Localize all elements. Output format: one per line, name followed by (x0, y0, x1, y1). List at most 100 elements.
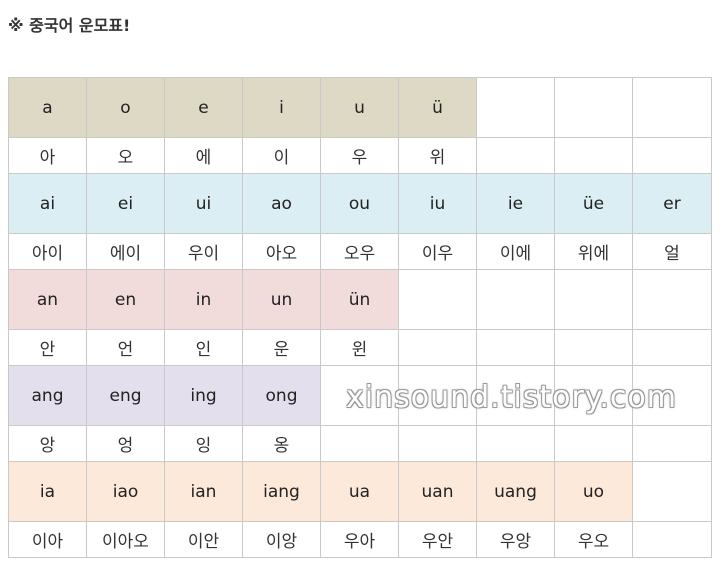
pinyin-cell: ian (164, 461, 243, 522)
hangul-cell (632, 329, 712, 366)
hangul-cell: 우안 (398, 521, 477, 558)
pinyin-cell (554, 269, 633, 330)
hangul-cell: 오우 (320, 233, 399, 270)
hangul-cell: 이에 (476, 233, 555, 270)
pinyin-cell (320, 365, 399, 426)
pinyin-cell (476, 77, 555, 138)
pinyin-cell (476, 269, 555, 330)
hangul-cell: 위에 (554, 233, 633, 270)
hangul-cell (476, 137, 555, 174)
hangul-cell: 안 (8, 329, 87, 366)
pinyin-cell: ü (398, 77, 477, 138)
hangul-cell: 오 (86, 137, 165, 174)
pinyin-cell: ang (8, 365, 87, 426)
hangul-cell (476, 425, 555, 462)
pinyin-cell: ia (8, 461, 87, 522)
hangul-cell: 언 (86, 329, 165, 366)
hangul-row-5: 이아 이아오 이안 이앙 우아 우안 우앙 우오 (8, 521, 712, 558)
hangul-cell: 인 (164, 329, 243, 366)
hangul-cell: 우이 (164, 233, 243, 270)
hangul-cell (632, 521, 712, 558)
pinyin-cell: uo (554, 461, 633, 522)
pinyin-cell: iu (398, 173, 477, 234)
hangul-cell (398, 425, 477, 462)
hangul-cell (554, 329, 633, 366)
pinyin-cell (554, 77, 633, 138)
hangul-cell: 아이 (8, 233, 87, 270)
hangul-cell: 우오 (554, 521, 633, 558)
pinyin-cell: un (242, 269, 321, 330)
pinyin-cell (632, 269, 712, 330)
hangul-cell (554, 425, 633, 462)
pinyin-cell: ao (242, 173, 321, 234)
hangul-cell: 위 (398, 137, 477, 174)
hangul-cell: 잉 (164, 425, 243, 462)
hangul-cell: 앙 (8, 425, 87, 462)
hangul-cell: 옹 (242, 425, 321, 462)
hangul-cell (554, 137, 633, 174)
hangul-cell: 이앙 (242, 521, 321, 558)
latin-row-3: an en in un ün (8, 269, 712, 330)
hangul-cell (476, 329, 555, 366)
hangul-cell: 에이 (86, 233, 165, 270)
hangul-cell: 우아 (320, 521, 399, 558)
page-title: ※ 중국어 운모표! (8, 16, 131, 35)
pinyin-cell: uang (476, 461, 555, 522)
pinyin-cell: ui (164, 173, 243, 234)
pinyin-cell: eng (86, 365, 165, 426)
pinyin-cell: u (320, 77, 399, 138)
pinyin-cell (632, 365, 712, 426)
hangul-cell: 에 (164, 137, 243, 174)
pinyin-cell: iang (242, 461, 321, 522)
pinyin-cell: in (164, 269, 243, 330)
pinyin-cell: o (86, 77, 165, 138)
pinyin-cell: en (86, 269, 165, 330)
hangul-cell: 이우 (398, 233, 477, 270)
hangul-cell (632, 425, 712, 462)
pinyin-cell: a (8, 77, 87, 138)
hangul-cell: 이안 (164, 521, 243, 558)
pinyin-cell (632, 77, 712, 138)
hangul-cell: 운 (242, 329, 321, 366)
pinyin-cell (476, 365, 555, 426)
finals-table: a o e i u ü 아 오 에 이 우 위 ai ei ui ao ou iu ie üe er 아이 에이 우이 아오 오우… (8, 77, 712, 558)
hangul-cell: 아오 (242, 233, 321, 270)
pinyin-cell (554, 365, 633, 426)
hangul-cell: 우 (320, 137, 399, 174)
pinyin-cell: ie (476, 173, 555, 234)
hangul-cell (320, 425, 399, 462)
hangul-cell: 얼 (632, 233, 712, 270)
pinyin-cell: ua (320, 461, 399, 522)
hangul-cell: 우앙 (476, 521, 555, 558)
pinyin-cell: ai (8, 173, 87, 234)
pinyin-cell: ong (242, 365, 321, 426)
pinyin-cell: ei (86, 173, 165, 234)
hangul-cell: 윈 (320, 329, 399, 366)
hangul-cell: 이 (242, 137, 321, 174)
pinyin-cell: uan (398, 461, 477, 522)
latin-row-4: ang eng ing ong (8, 365, 712, 426)
hangul-cell (632, 137, 712, 174)
pinyin-cell: üe (554, 173, 633, 234)
pinyin-cell (632, 461, 712, 522)
hangul-cell: 엉 (86, 425, 165, 462)
hangul-cell: 이아 (8, 521, 87, 558)
pinyin-cell (398, 269, 477, 330)
pinyin-cell (398, 365, 477, 426)
pinyin-cell: i (242, 77, 321, 138)
pinyin-cell: iao (86, 461, 165, 522)
pinyin-cell: an (8, 269, 87, 330)
latin-row-2: ai ei ui ao ou iu ie üe er (8, 173, 712, 234)
latin-row-5: ia iao ian iang ua uan uang uo (8, 461, 712, 522)
hangul-cell (398, 329, 477, 366)
hangul-row-2: 아이 에이 우이 아오 오우 이우 이에 위에 얼 (8, 233, 712, 270)
pinyin-cell: er (632, 173, 712, 234)
pinyin-cell: ün (320, 269, 399, 330)
pinyin-cell: e (164, 77, 243, 138)
finals-table-body: a o e i u ü 아 오 에 이 우 위 ai ei ui ao ou iu ie üe er 아이 에이 우이 아오 오우… (8, 77, 712, 558)
hangul-cell: 아 (8, 137, 87, 174)
